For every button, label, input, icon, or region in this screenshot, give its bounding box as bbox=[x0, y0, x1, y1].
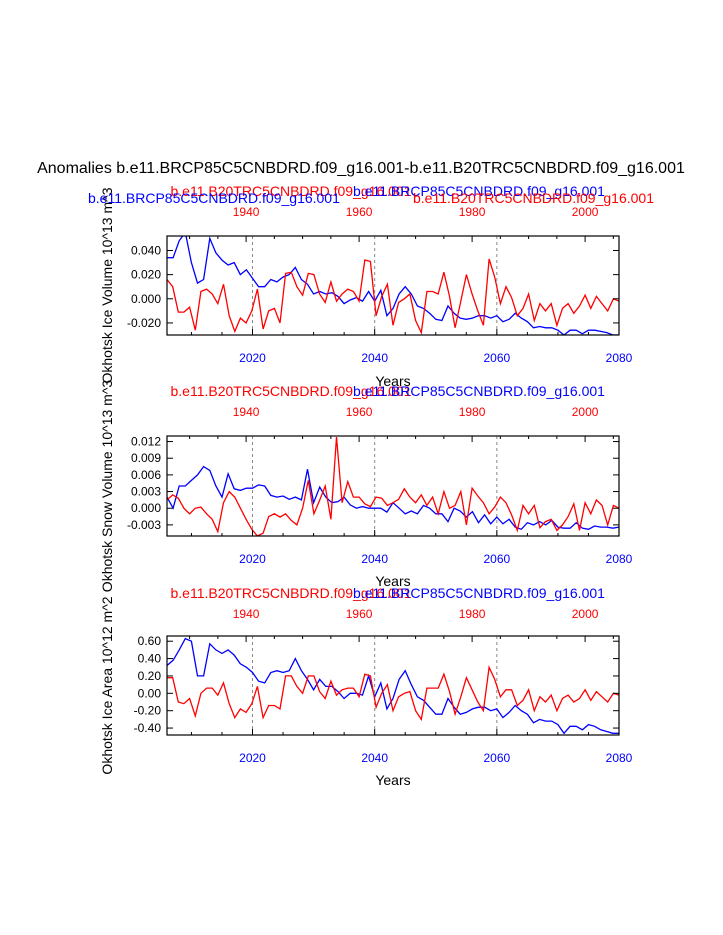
x-tick-label: 2060 bbox=[483, 552, 510, 566]
x-tick-label-top: 1980 bbox=[459, 405, 486, 419]
y-tick-label: -0.40 bbox=[134, 721, 162, 735]
x-axis-label: Years bbox=[375, 772, 410, 788]
x-axis-label: Years bbox=[375, 573, 410, 589]
x-tick-label: 2080 bbox=[606, 751, 633, 765]
y-tick-label: 0.009 bbox=[131, 451, 161, 465]
x-tick-label: 2060 bbox=[483, 751, 510, 765]
x-tick-label-top: 1940 bbox=[233, 607, 260, 621]
y-tick-label: 0.60 bbox=[138, 634, 162, 648]
series-title-historical: b.e11.B20TRC5CNBDRD.f09_g16.001 bbox=[171, 585, 412, 601]
x-tick-label-top: 1980 bbox=[459, 205, 486, 219]
series-line-red bbox=[167, 664, 619, 722]
chart-panels: 2020 2040 2060 2080 1940 1960 1980 2000 0.040 0.0… bbox=[88, 183, 654, 788]
x-tick-label: 2020 bbox=[239, 751, 266, 765]
left-title: b.e11.BRCP85C5CNBDRD.f09_g16.001 bbox=[88, 190, 340, 206]
y-tick-label: 0.20 bbox=[138, 669, 162, 683]
series-title-rcp85: b.e11.BRCP85C5CNBDRD.f09_g16.001 bbox=[353, 383, 605, 399]
series-line-red bbox=[167, 437, 619, 536]
y-tick-label: -0.003 bbox=[127, 518, 161, 532]
series-title-historical: b.e11.B20TRC5CNBDRD.f09_g16.001 bbox=[171, 383, 412, 399]
series-title-rcp85: b.e11.BRCP85C5CNBDRD.f09_g16.001 bbox=[353, 585, 605, 601]
series-title-rcp85: b.e11.BRCP85C5CNBDRD.f09_g16.001 bbox=[353, 183, 605, 199]
x-tick-label: 2080 bbox=[606, 552, 633, 566]
x-axis-label: Years bbox=[375, 373, 410, 389]
x-tick-label-top: 2000 bbox=[572, 205, 599, 219]
series-line-red bbox=[167, 258, 619, 335]
y-tick-label: 0.000 bbox=[131, 501, 161, 515]
x-tick-label: 2040 bbox=[361, 552, 388, 566]
x-tick-label-top: 1940 bbox=[233, 405, 260, 419]
plot-frame bbox=[166, 635, 620, 736]
page-title: Anomalies b.e11.BRCP85C5CNBDRD.f09_g16.0… bbox=[37, 160, 685, 177]
y-tick-label: -0.020 bbox=[127, 316, 161, 330]
x-tick-label-top: 2000 bbox=[572, 607, 599, 621]
y-tick-label: 0.020 bbox=[131, 268, 161, 282]
plot-frame bbox=[166, 235, 620, 336]
x-tick-label: 2040 bbox=[361, 351, 388, 365]
x-tick-label-top: 1960 bbox=[346, 205, 373, 219]
y-tick-label: 0.040 bbox=[131, 243, 161, 257]
x-tick-label: 2020 bbox=[239, 552, 266, 566]
y-axis-label: Okhotsk Snow Volume 10^13 m^3 bbox=[99, 380, 115, 593]
right-title: b.e11.B20TRC5CNBDRD.f09_g16.001 bbox=[413, 190, 654, 206]
series-line-blue bbox=[167, 236, 619, 335]
chart-panel-2: 2020 2040 2060 2080 1940 1960 1980 2000 0.012 0.0… bbox=[99, 380, 633, 593]
plot-frame bbox=[166, 435, 620, 537]
x-tick-label-top: 2000 bbox=[572, 405, 599, 419]
x-tick-label: 2080 bbox=[606, 351, 633, 365]
chart-panel-1: 2020 2040 2060 2080 1940 1960 1980 2000 0.040 0.0… bbox=[88, 183, 654, 389]
y-tick-label: 0.000 bbox=[131, 292, 161, 306]
x-tick-label: 2020 bbox=[239, 351, 266, 365]
x-tick-label-top: 1980 bbox=[459, 607, 486, 621]
y-tick-label: 0.012 bbox=[131, 435, 161, 449]
y-tick-label: -0.20 bbox=[134, 704, 162, 718]
y-axis-label: Okhotsk Ice Area 10^12 m^2 bbox=[99, 596, 115, 774]
x-tick-label-top: 1940 bbox=[233, 205, 260, 219]
y-tick-label: 0.003 bbox=[131, 485, 161, 499]
y-tick-label: 0.00 bbox=[138, 686, 162, 700]
y-axis-label: Okhotsk Ice Volume 10^13 m^3 bbox=[99, 187, 115, 383]
series-title-historical: b.e11.B20TRC5CNBDRD.f09_g16.001 bbox=[171, 183, 412, 199]
x-tick-label: 2060 bbox=[483, 351, 510, 365]
x-tick-label: 2040 bbox=[361, 751, 388, 765]
y-tick-label: 0.006 bbox=[131, 468, 161, 482]
x-tick-label-top: 1960 bbox=[346, 405, 373, 419]
y-tick-label: 0.40 bbox=[138, 652, 162, 666]
series-line-blue bbox=[167, 637, 619, 735]
x-tick-label-top: 1960 bbox=[346, 607, 373, 621]
chart-panel-3: 2020 2040 2060 2080 1940 1960 1980 2000 0.60 0.40… bbox=[99, 585, 633, 788]
